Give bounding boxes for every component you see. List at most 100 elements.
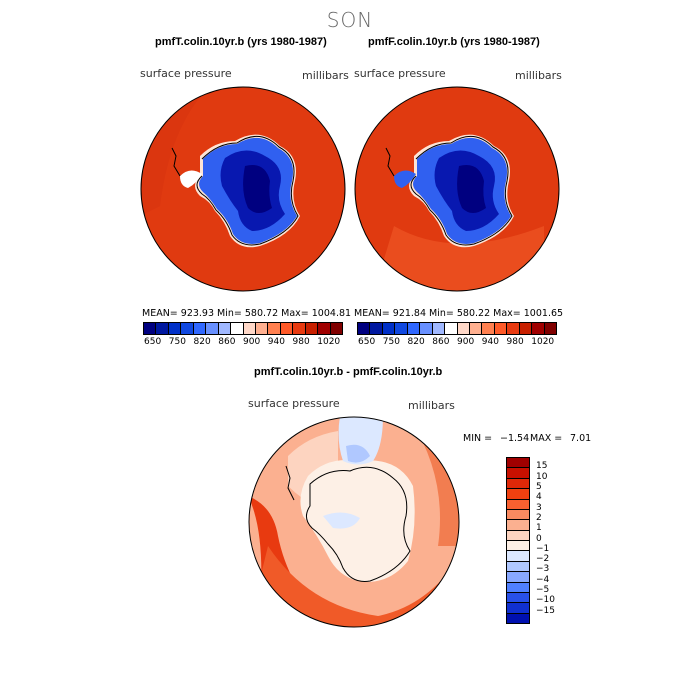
colorbar-swatch [494,323,508,334]
colorbar-swatch [156,323,169,334]
diff-panel-title: pmfT.colin.10yr.b - pmfF.colin.10yr.b [254,366,443,378]
colorbar-swatch [370,323,383,334]
colorbar-tick-label: 860 [432,337,450,347]
colorbar-tick-label: 5 [536,481,542,492]
panel-2-stats: MEAN= 921.84 Min= 580.22 Max= 1001.65 [354,308,564,319]
diff-panel-variable: surface pressure [248,397,340,410]
colorbar-swatch [507,323,520,334]
colorbar-1-ticks: 650 750 820 860 900 940 980 1020 [143,337,343,349]
colorbar-tick-label: 750 [168,337,186,347]
colorbar-swatch [358,323,371,334]
colorbar-swatch [445,323,458,334]
colorbar-swatch [519,323,533,334]
colorbar-swatch [330,323,342,334]
colorbar-tick-label: −4 [536,574,550,585]
colorbar-tick-label: 750 [382,337,400,347]
colorbar-tick-label: 1020 [317,337,341,347]
colorbar-swatch [144,323,157,334]
colorbar-swatch [206,323,219,334]
colorbar-tick-label: 820 [193,337,211,347]
colorbar-swatch [293,323,306,334]
colorbar-swatch [507,489,529,500]
colorbar-tick-label: 0 [536,533,542,544]
colorbar-tick-label: 860 [218,337,236,347]
colorbar-swatch [318,323,331,334]
colorbar-swatch [193,323,207,334]
diff-map [248,416,460,628]
colorbar-swatch [231,323,244,334]
colorbar-swatch [507,613,529,623]
colorbar-swatch [507,530,529,541]
colorbar-swatch [482,323,495,334]
panel-2-map [354,86,560,292]
colorbar-tick-label: 15 [536,461,548,472]
colorbar-tick-label: 4 [536,492,542,503]
colorbar-swatch [218,323,232,334]
colorbar-swatch [507,499,529,510]
diff-colorbar [506,457,530,624]
colorbar-swatch [544,323,556,334]
diff-min-label: MIN = [463,433,493,444]
diff-max-value: 7.01 [570,433,592,444]
colorbar-tick-label: 940 [481,337,499,347]
colorbar-swatch [507,520,529,531]
colorbar-swatch [532,323,545,334]
colorbar-tick-label: 1020 [531,337,555,347]
colorbar-swatch [168,323,182,334]
panel-1-variable: surface pressure [140,67,232,80]
colorbar-swatch [432,323,446,334]
colorbar-tick-label: −1 [536,543,550,554]
colorbar-tick-label: 980 [292,337,310,347]
colorbar-tick-label: 2 [536,512,542,523]
colorbar-swatch [457,323,470,334]
panel-2-units: millibars [515,69,562,82]
colorbar-swatch [507,551,529,562]
colorbar-swatch [395,323,408,334]
colorbar-swatch [268,323,281,334]
colorbar-tick-label: −15 [536,605,555,616]
colorbar-swatch [181,323,194,334]
colorbar-swatch [507,582,529,593]
colorbar-swatch [280,323,294,334]
colorbar-swatch [382,323,396,334]
colorbar-swatch [507,603,529,614]
colorbar-swatch [469,323,483,334]
colorbar-tick-label: 10 [536,471,548,482]
colorbar-swatch [507,509,529,521]
colorbar-2-ticks: 650 750 820 860 900 940 980 1020 [357,337,557,349]
colorbar-tick-label: 820 [407,337,425,347]
colorbar-swatch [420,323,433,334]
colorbar-tick-label: 650 [144,337,162,347]
colorbar-swatch [507,541,529,552]
colorbar-1 [143,322,343,335]
colorbar-swatch [507,572,529,583]
colorbar-tick-label: 650 [358,337,376,347]
colorbar-tick-label: 900 [243,337,261,347]
colorbar-swatch [507,468,529,479]
panel-1-units: millibars [302,69,349,82]
colorbar-tick-label: 900 [457,337,475,347]
colorbar-swatch [507,478,529,490]
colorbar-swatch [407,323,421,334]
panel-1-stats: MEAN= 923.93 Min= 580.72 Max= 1004.81 [142,308,352,319]
colorbar-tick-label: −3 [536,564,550,575]
diff-max-label: MAX = [530,433,563,444]
colorbar-swatch [255,323,269,334]
colorbar-tick-label: −5 [536,585,550,596]
colorbar-tick-label: −10 [536,595,555,606]
colorbar-tick-label: 980 [506,337,524,347]
colorbar-tick-label: 3 [536,502,542,513]
panel-1-title: pmfT.colin.10yr.b (yrs 1980-1987) [155,36,327,48]
panel-2-title: pmfF.colin.10yr.b (yrs 1980-1987) [368,36,540,48]
diff-panel-units: millibars [408,399,455,412]
colorbar-swatch [507,561,529,573]
colorbar-swatch [243,323,256,334]
colorbar-swatch [507,592,529,604]
colorbar-tick-label: −2 [536,554,550,565]
colorbar-swatch [305,323,319,334]
panel-1-map [140,86,346,292]
colorbar-swatch [507,458,529,469]
main-title: SON [326,8,374,32]
colorbar-2 [357,322,557,335]
diff-min-value: −1.54 [500,433,530,444]
